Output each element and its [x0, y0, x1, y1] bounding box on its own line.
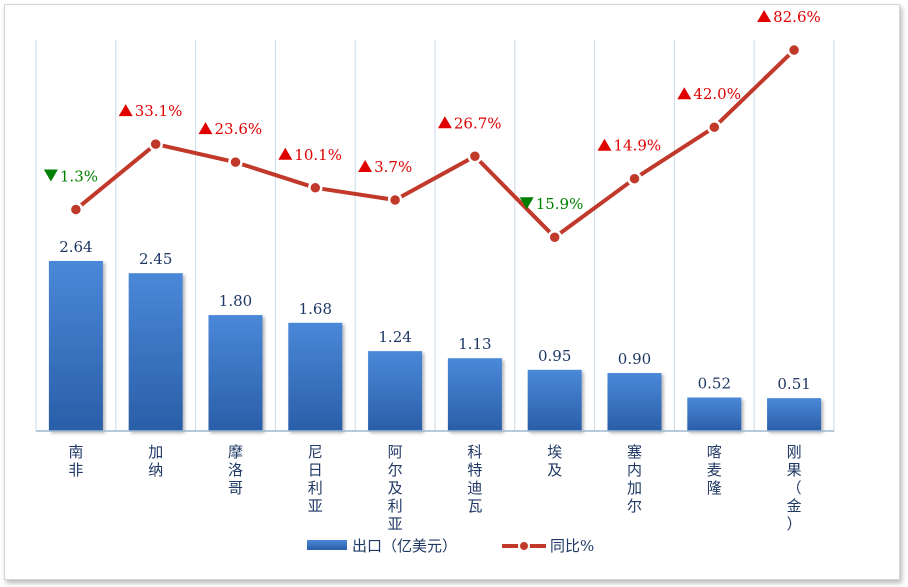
line-value-label: 14.9% — [614, 137, 662, 155]
legend-line-label: 同比% — [550, 537, 594, 555]
bar-value-label: 0.51 — [777, 375, 810, 393]
x-tick-label: 阿尔及利亚 — [388, 443, 403, 533]
x-tick-label: 摩洛哥 — [228, 443, 243, 497]
x-tick-label: 喀麦隆 — [707, 443, 722, 497]
line-point — [786, 42, 802, 58]
bar-value-label: 2.45 — [139, 250, 172, 268]
bar-value-label: 0.52 — [698, 375, 731, 393]
up-triangle-icon — [437, 116, 452, 129]
line-value-label: 23.6% — [215, 120, 263, 138]
up-triangle-icon — [118, 104, 133, 117]
x-tick-label: 科特迪瓦 — [467, 443, 482, 515]
down-triangle-icon — [519, 197, 534, 210]
line-point — [228, 154, 243, 170]
x-tick-label: 刚果（金） — [787, 443, 802, 533]
line-point — [707, 119, 722, 135]
line-point — [547, 229, 562, 245]
bar — [527, 369, 582, 431]
legend-bar-label: 出口（亿美元） — [352, 537, 457, 555]
line-point — [308, 180, 323, 196]
line-value-label: 26.7% — [454, 114, 502, 132]
bar-value-label: 0.90 — [618, 350, 651, 368]
bar-value-label: 1.68 — [299, 300, 332, 318]
line-value-label: 15.9% — [536, 195, 584, 213]
line-value-label: 82.6% — [773, 8, 821, 26]
bar — [368, 351, 423, 431]
bar-value-label: 0.95 — [538, 347, 571, 365]
x-axis-tick-labels: 南非 加纳 摩洛哥 尼日利亚 阿尔及利亚 科特迪瓦 埃及 塞内加尔 喀麦隆 刚果（金） — [68, 443, 801, 533]
bar — [687, 397, 742, 431]
down-triangle-icon — [43, 169, 58, 182]
bar-value-label: 1.24 — [378, 328, 411, 346]
up-triangle-icon — [597, 138, 612, 151]
bar — [208, 315, 263, 431]
line-value-label: 33.1% — [135, 102, 183, 120]
line-value-label: 42.0% — [693, 85, 741, 103]
line-value-label: 3.7% — [374, 158, 412, 176]
up-triangle-icon — [198, 122, 213, 135]
bar — [288, 322, 343, 431]
x-tick-label: 埃及 — [547, 443, 562, 479]
line-point — [68, 202, 84, 217]
up-triangle-icon — [677, 87, 692, 100]
bar — [128, 273, 183, 431]
bar-value-label: 1.13 — [458, 335, 491, 353]
up-triangle-icon — [757, 10, 772, 23]
line-value-label: 1.3% — [60, 167, 98, 185]
legend: 出口（亿美元） 同比% — [307, 537, 594, 555]
line-series — [68, 42, 802, 245]
bar — [447, 358, 502, 431]
line-point — [387, 192, 403, 208]
line-path — [74, 48, 796, 240]
x-tick-label: 尼日利亚 — [308, 443, 323, 515]
bar — [607, 373, 662, 431]
grid-lines — [35, 40, 835, 431]
bar-value-label: 2.64 — [59, 238, 92, 256]
bar-value-labels: 2.64 2.45 1.80 1.68 1.24 1.13 0.95 0.90 0.52 0.51 — [59, 238, 811, 393]
line-point — [148, 136, 163, 152]
up-triangle-icon — [358, 159, 373, 172]
bar — [767, 398, 822, 431]
line-value-label: 10.1% — [294, 146, 342, 164]
x-tick-label: 加纳 — [148, 443, 163, 479]
line-value-labels: 1.3% 33.1% 23.6% 10.1% 3.7% 26.7% 15.9% 14.9% 42… — [43, 8, 821, 213]
bar — [48, 260, 103, 431]
legend-bar-swatch — [307, 540, 347, 550]
bar-series — [48, 260, 822, 431]
x-tick-label: 塞内加尔 — [627, 443, 642, 515]
line-point — [467, 149, 483, 164]
bar-value-label: 1.80 — [219, 292, 252, 310]
legend-line-marker — [518, 540, 530, 552]
line-point — [627, 171, 642, 186]
x-tick-label: 南非 — [68, 443, 83, 479]
up-triangle-icon — [278, 147, 293, 160]
